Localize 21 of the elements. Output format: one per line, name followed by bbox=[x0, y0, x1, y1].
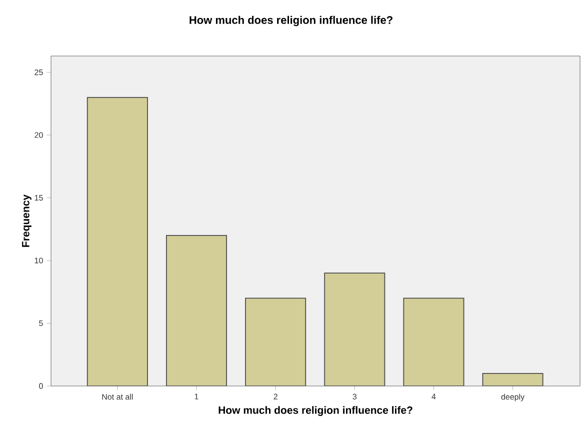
bar bbox=[87, 97, 148, 386]
x-axis-title: How much does religion influence life? bbox=[218, 406, 412, 416]
y-tick-label: 10 bbox=[34, 258, 43, 264]
y-tick-label: 20 bbox=[34, 132, 43, 138]
y-tick-label: 5 bbox=[39, 320, 43, 326]
x-tick-label: deeply bbox=[501, 394, 525, 402]
y-axis-title: Frequency bbox=[22, 194, 32, 247]
bar bbox=[404, 298, 464, 386]
x-tick-label: 2 bbox=[274, 394, 278, 400]
bar bbox=[324, 273, 385, 386]
x-tick-label: 3 bbox=[352, 394, 357, 400]
bar bbox=[482, 373, 544, 386]
y-tick-label: 0 bbox=[39, 383, 43, 389]
x-tick-label: 4 bbox=[432, 394, 436, 400]
x-tick-label: 1 bbox=[194, 394, 198, 400]
x-tick-label: Not at all bbox=[102, 394, 133, 400]
y-tick-label: 25 bbox=[34, 69, 43, 76]
y-tick-label: 15 bbox=[34, 194, 43, 201]
chart-title: How much does religion influence life? bbox=[190, 16, 392, 26]
bar bbox=[246, 298, 306, 386]
bar bbox=[166, 235, 227, 386]
